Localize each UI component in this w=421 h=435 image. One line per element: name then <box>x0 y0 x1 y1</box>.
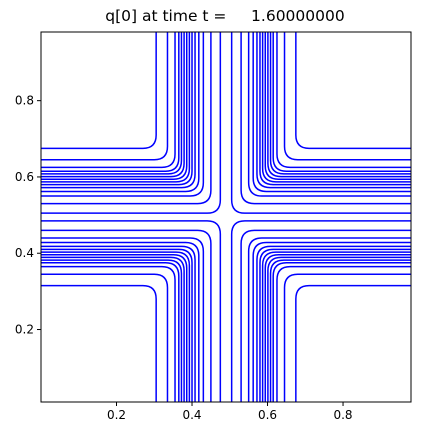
contour-line-top-right-3 <box>272 32 411 172</box>
contour-line-bottom-right-3 <box>272 262 411 402</box>
contour-line-bottom-left-5 <box>41 256 185 402</box>
contour-line-bottom-left-13 <box>41 220 222 402</box>
contour-line-bottom-left-11 <box>41 237 205 402</box>
contour-line-bottom-left-8 <box>41 248 193 402</box>
contour-line-top-left-12 <box>41 32 212 205</box>
contour-line-top-right-6 <box>264 32 411 180</box>
contour-line-top-right-9 <box>256 32 411 189</box>
contour-line-top-left-11 <box>41 32 205 197</box>
y-tick-label: 0.4 <box>15 246 34 260</box>
plot-area <box>41 32 411 402</box>
x-tick-label: 0.6 <box>258 408 277 422</box>
contour-line-top-left-10 <box>41 32 200 193</box>
contour-line-top-left-0 <box>41 32 157 150</box>
contour-line-top-left-2 <box>41 32 176 169</box>
contour-line-bottom-right-12 <box>240 229 411 402</box>
plot-frame <box>40 31 412 403</box>
x-tick-label: 0.4 <box>182 408 201 422</box>
contour-line-top-right-13 <box>230 32 411 214</box>
y-tick-label: 0.2 <box>15 323 34 337</box>
contour-line-bottom-right-0 <box>295 284 411 402</box>
contour-line-top-right-8 <box>259 32 411 186</box>
contour-line-top-left-6 <box>41 32 188 180</box>
contour-lines <box>41 32 411 402</box>
contour-line-bottom-right-1 <box>283 273 411 402</box>
contour-line-top-right-12 <box>240 32 411 205</box>
chart-title: q[0] at time t = 1.60000000 <box>105 7 344 25</box>
contour-line-top-left-1 <box>41 32 169 161</box>
contour-line-top-right-2 <box>276 32 411 169</box>
y-tick-label: 0.8 <box>15 94 34 108</box>
contour-line-top-left-9 <box>41 32 196 189</box>
contour-line-bottom-left-10 <box>41 241 200 402</box>
y-tick-label: 0.6 <box>15 170 34 184</box>
contour-line-bottom-right-5 <box>267 256 411 402</box>
contour-line-bottom-right-6 <box>264 254 411 402</box>
contour-line-bottom-left-1 <box>41 273 169 402</box>
contour-line-top-right-1 <box>283 32 411 161</box>
contour-line-bottom-left-3 <box>41 262 180 402</box>
contour-line-bottom-right-8 <box>259 248 411 402</box>
x-tick-label: 0.2 <box>107 408 126 422</box>
contour-line-bottom-left-12 <box>41 229 212 402</box>
contour-line-bottom-right-9 <box>256 245 411 402</box>
contour-line-top-left-7 <box>41 32 191 183</box>
contour-line-bottom-left-9 <box>41 245 196 402</box>
x-tick-label: 0.8 <box>333 408 352 422</box>
contour-line-top-left-5 <box>41 32 185 178</box>
contour-line-bottom-right-7 <box>261 251 411 402</box>
contour-line-top-left-3 <box>41 32 180 172</box>
contour-line-top-right-5 <box>267 32 411 178</box>
contour-line-bottom-left-4 <box>41 259 183 402</box>
contour-line-bottom-right-2 <box>276 265 411 402</box>
contour-line-top-right-0 <box>295 32 411 150</box>
contour-line-bottom-left-6 <box>41 254 188 402</box>
contour-line-top-left-4 <box>41 32 183 175</box>
y-axis: 0.2 0.4 0.6 0.8 <box>15 94 41 337</box>
contour-line-bottom-right-11 <box>247 237 411 402</box>
contour-line-top-left-8 <box>41 32 193 186</box>
contour-line-bottom-left-2 <box>41 265 176 402</box>
contour-line-top-right-10 <box>252 32 411 193</box>
x-axis: 0.2 0.4 0.6 0.8 <box>107 402 353 422</box>
contour-line-top-right-7 <box>261 32 411 183</box>
contour-line-top-right-11 <box>247 32 411 197</box>
contour-line-bottom-left-0 <box>41 284 157 402</box>
contour-line-bottom-right-4 <box>269 259 411 402</box>
contour-line-bottom-left-7 <box>41 251 191 402</box>
contour-line-top-right-4 <box>269 32 411 175</box>
contour-line-bottom-right-10 <box>252 241 411 402</box>
contour-line-bottom-right-13 <box>230 220 411 402</box>
contour-line-top-left-13 <box>41 32 222 214</box>
